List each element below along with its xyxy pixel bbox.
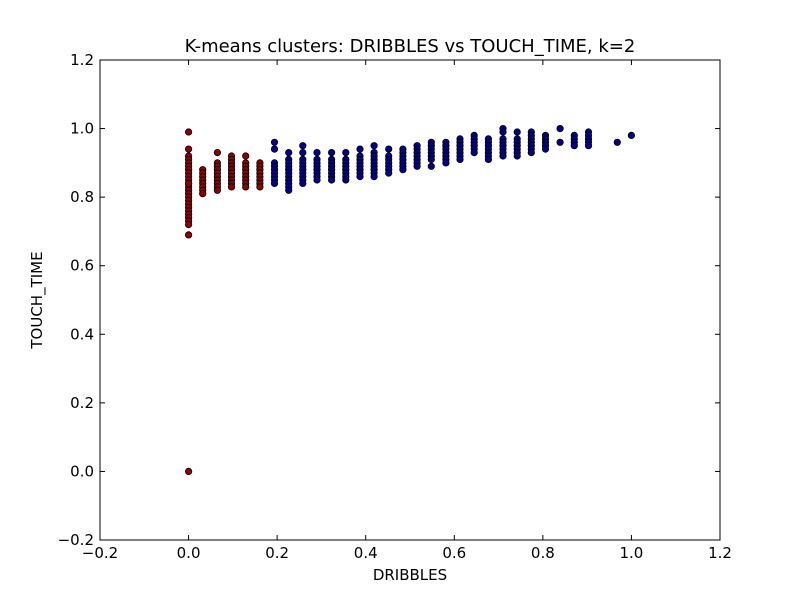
data-point-cluster-0 xyxy=(199,190,207,198)
data-point-cluster-1 xyxy=(285,149,293,157)
x-tick-label: 0.8 xyxy=(531,544,555,562)
data-point-cluster-1 xyxy=(342,149,350,157)
data-point-cluster-1 xyxy=(356,173,364,181)
data-point-cluster-1 xyxy=(299,142,307,150)
y-tick-label: 1.2 xyxy=(70,51,94,69)
y-axis-label: TOUCH_TIME xyxy=(28,251,47,349)
data-point-cluster-1 xyxy=(270,179,279,187)
data-point-cluster-1 xyxy=(499,128,507,136)
data-point-cluster-1 xyxy=(299,179,307,187)
data-point-cluster-1 xyxy=(513,152,521,160)
data-point-cluster-0 xyxy=(213,149,221,157)
data-point-cluster-0 xyxy=(185,179,193,187)
data-point-cluster-1 xyxy=(484,155,492,163)
y-tick-label: 0.6 xyxy=(70,257,94,275)
data-point-cluster-1 xyxy=(356,145,364,153)
data-point-cluster-0 xyxy=(185,231,193,239)
data-points xyxy=(185,125,636,475)
x-tick-label: −0.2 xyxy=(82,544,118,562)
data-point-cluster-1 xyxy=(270,138,279,146)
x-axis-label: DRIBBLES xyxy=(373,566,447,584)
data-point-cluster-0 xyxy=(185,221,193,229)
data-point-cluster-1 xyxy=(427,155,435,163)
data-point-cluster-0 xyxy=(256,183,264,191)
x-tick-label: 0.2 xyxy=(265,544,289,562)
x-tick-label: 0.0 xyxy=(177,544,201,562)
x-tick-label: 1.0 xyxy=(619,544,643,562)
data-point-cluster-1 xyxy=(270,145,279,153)
data-point-cluster-1 xyxy=(313,176,321,184)
y-tick-label: 0.2 xyxy=(70,394,94,412)
plot-frame xyxy=(99,59,721,541)
data-point-cluster-1 xyxy=(427,162,435,170)
x-tick-label: 0.6 xyxy=(442,544,466,562)
y-tick-label: 1.0 xyxy=(70,120,94,138)
data-point-cluster-1 xyxy=(327,149,336,157)
data-point-cluster-0 xyxy=(213,186,221,194)
chart-title: K-means clusters: DRIBBLES vs TOUCH_TIME… xyxy=(185,36,636,57)
data-point-cluster-0 xyxy=(242,152,250,160)
data-point-cluster-1 xyxy=(556,138,564,146)
data-point-cluster-1 xyxy=(327,176,336,184)
data-point-cluster-1 xyxy=(285,186,293,194)
data-point-cluster-1 xyxy=(627,131,636,139)
y-tick-label: 0.0 xyxy=(70,462,94,480)
x-tick-label: 0.4 xyxy=(354,544,378,562)
data-point-cluster-1 xyxy=(370,142,378,150)
y-axis-ticks: −0.2 0.0 0.2 0.4 0.6 0.8 1.0 1.2 xyxy=(58,51,720,549)
y-tick-label: 0.4 xyxy=(70,325,94,343)
data-point-cluster-1 xyxy=(370,173,378,181)
data-point-cluster-1 xyxy=(456,155,464,163)
x-axis-ticks: −0.2 0.0 0.2 0.4 0.6 0.8 1.0 1.2 xyxy=(82,60,732,562)
data-point-cluster-1 xyxy=(413,162,421,170)
data-point-cluster-0 xyxy=(185,145,193,153)
data-point-cluster-1 xyxy=(399,166,407,174)
x-tick-label: 1.2 xyxy=(708,544,732,562)
data-point-cluster-0 xyxy=(242,183,250,191)
data-point-cluster-0 xyxy=(185,467,193,475)
data-point-cluster-1 xyxy=(584,142,593,150)
data-point-cluster-1 xyxy=(541,145,550,153)
data-point-cluster-0 xyxy=(185,128,193,136)
data-point-cluster-1 xyxy=(385,145,393,153)
data-point-cluster-1 xyxy=(385,169,393,177)
y-tick-label: 0.8 xyxy=(70,188,94,206)
data-point-cluster-0 xyxy=(227,183,236,191)
y-tick-label: −0.2 xyxy=(58,531,94,549)
data-point-cluster-1 xyxy=(313,149,321,157)
data-point-cluster-1 xyxy=(299,149,307,157)
data-point-cluster-1 xyxy=(613,138,621,146)
data-point-cluster-1 xyxy=(527,149,535,157)
data-point-cluster-1 xyxy=(499,152,507,160)
data-point-cluster-1 xyxy=(513,128,521,136)
data-point-cluster-1 xyxy=(570,142,578,150)
data-point-cluster-1 xyxy=(442,159,450,167)
data-point-cluster-1 xyxy=(342,176,350,184)
data-point-cluster-1 xyxy=(556,125,564,133)
data-point-cluster-1 xyxy=(470,149,478,157)
